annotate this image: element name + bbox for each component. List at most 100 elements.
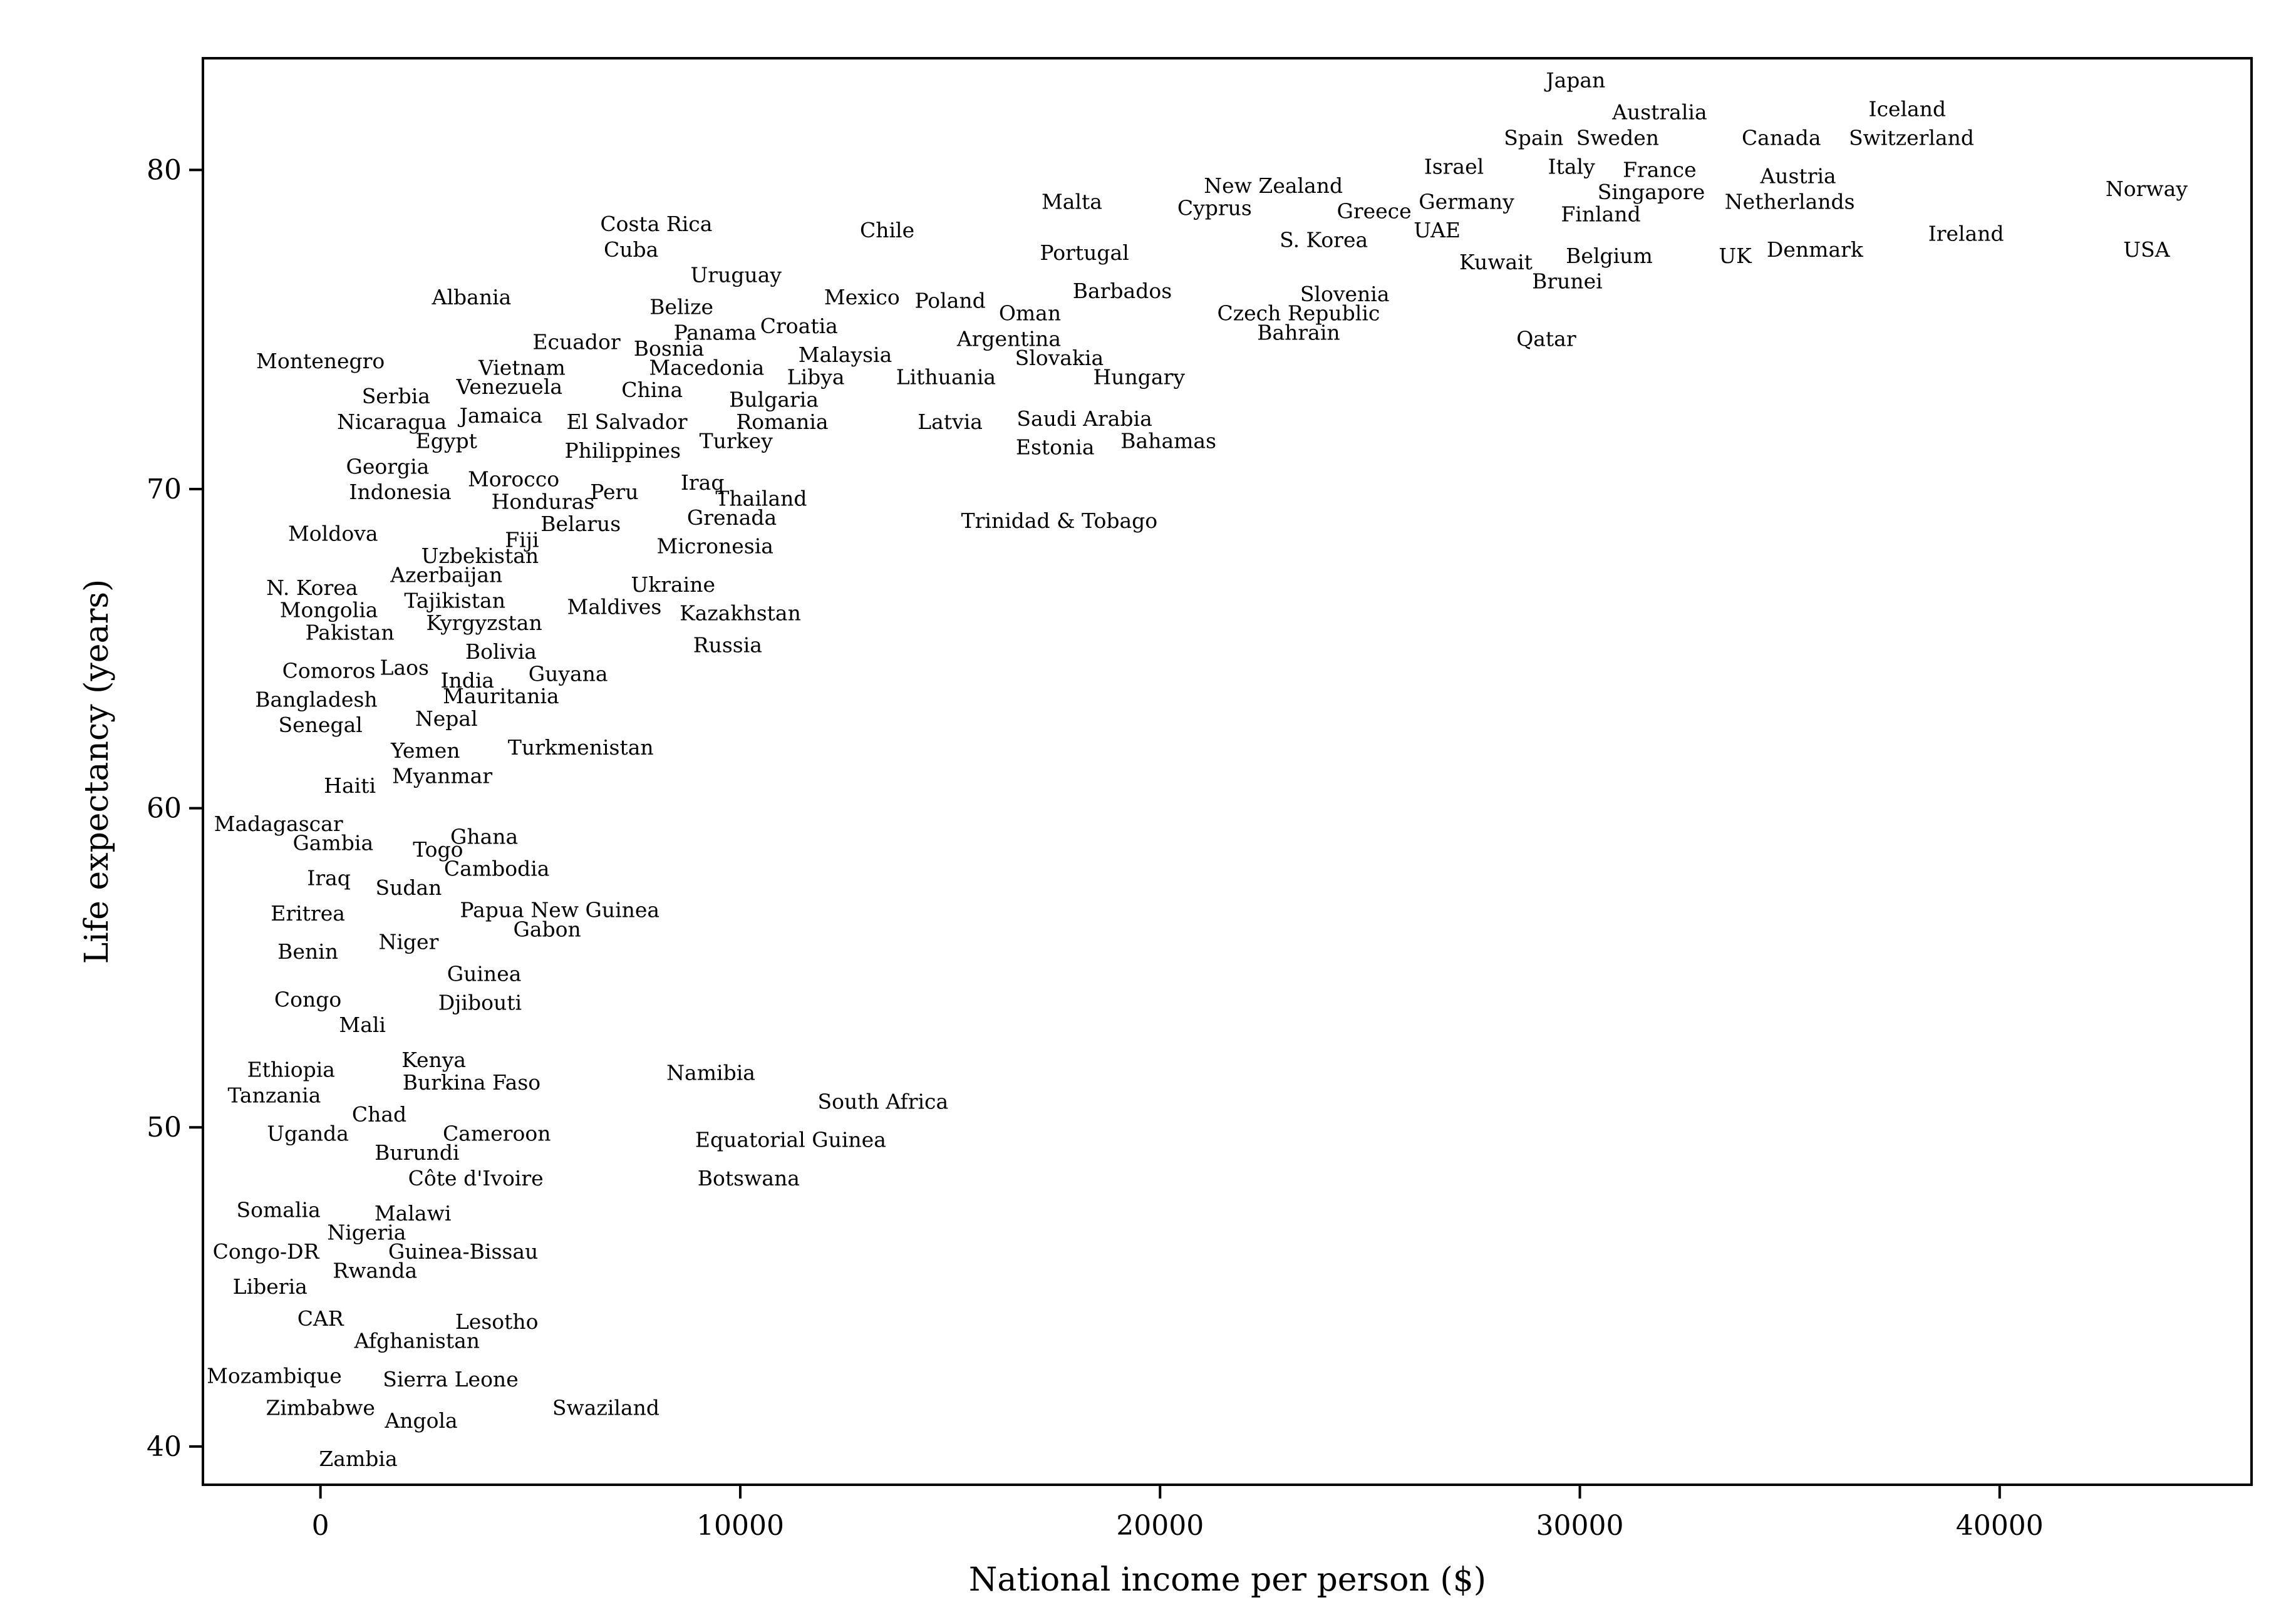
country-label: Canada xyxy=(1742,125,1821,150)
country-label: Ghana xyxy=(450,824,518,849)
country-label: Jamaica xyxy=(458,403,543,428)
x-tick-label: 40000 xyxy=(1956,1510,2044,1542)
country-label: Congo-DR xyxy=(213,1239,320,1264)
country-label: Hungary xyxy=(1093,365,1185,390)
country-label: Namibia xyxy=(666,1061,755,1085)
country-label: Tajikistan xyxy=(404,588,505,612)
country-label: S. Korea xyxy=(1280,227,1368,252)
country-label: Pakistan xyxy=(306,620,395,644)
country-label: Singapore xyxy=(1598,180,1705,204)
y-axis-title: Life expectancy (years) xyxy=(78,579,116,964)
country-label: Israel xyxy=(1424,154,1484,178)
country-label: Saudi Arabia xyxy=(1016,406,1152,431)
country-label: Norway xyxy=(2106,177,2188,201)
country-label: Togo xyxy=(413,837,463,862)
country-label: Malta xyxy=(1042,189,1102,214)
country-label: Zambia xyxy=(319,1447,397,1471)
country-label: Equatorial Guinea xyxy=(695,1128,886,1152)
country-label: Estonia xyxy=(1016,435,1095,460)
country-label: Chad xyxy=(352,1102,406,1127)
y-tick-label: 50 xyxy=(147,1112,182,1143)
country-label: Portugal xyxy=(1040,240,1129,265)
country-label: Belize xyxy=(649,295,713,319)
country-label: Ecuador xyxy=(532,330,620,354)
country-label: Papua New Guinea xyxy=(460,898,659,922)
country-label: Netherlands xyxy=(1725,189,1855,214)
country-label: Nigeria xyxy=(327,1220,406,1244)
country-label: Cyprus xyxy=(1177,196,1252,220)
country-label: Cambodia xyxy=(444,856,550,880)
country-label: Nicaragua xyxy=(337,410,447,434)
country-label: Morocco xyxy=(468,467,559,492)
country-label: Micronesia xyxy=(657,534,773,559)
country-label: Malaysia xyxy=(799,343,892,367)
country-label: Liberia xyxy=(233,1274,308,1299)
country-label: Bulgaria xyxy=(729,387,819,411)
country-label: Italy xyxy=(1548,154,1596,178)
country-label: Thailand xyxy=(715,486,807,510)
x-tick-label: 30000 xyxy=(1536,1510,1624,1542)
country-label: Iceland xyxy=(1869,97,1947,121)
country-label: Austria xyxy=(1759,164,1836,188)
country-label: Maldives xyxy=(567,595,661,619)
country-label: Venezuela xyxy=(456,374,563,399)
country-label: Cuba xyxy=(604,237,658,262)
country-label: Belarus xyxy=(540,512,621,536)
country-label: Slovakia xyxy=(1015,346,1104,370)
country-label: Benin xyxy=(277,939,338,964)
country-label: Haiti xyxy=(324,773,376,798)
country-label: Zimbabwe xyxy=(266,1396,375,1420)
country-label: Iraq xyxy=(681,470,725,495)
country-label: Nepal xyxy=(415,706,478,731)
country-label: Grenada xyxy=(687,505,777,530)
country-label: Australia xyxy=(1611,100,1707,125)
country-label: Mozambique xyxy=(207,1364,342,1388)
country-label: Swaziland xyxy=(552,1396,659,1420)
country-label: Croatia xyxy=(760,314,838,338)
country-label: Sierra Leone xyxy=(383,1367,519,1391)
country-label: India xyxy=(440,668,494,693)
country-label: Congo xyxy=(274,987,341,1011)
country-label: Brunei xyxy=(1532,269,1603,294)
country-label: Cameroon xyxy=(443,1121,551,1145)
country-label: Turkmenistan xyxy=(508,735,654,760)
y-tick-label: 60 xyxy=(147,793,182,825)
country-label: Honduras xyxy=(492,489,595,513)
country-label: Niger xyxy=(379,930,439,954)
country-label: Côte d'Ivoire xyxy=(408,1166,544,1190)
country-label: Poland xyxy=(914,288,985,312)
x-tick-label: 10000 xyxy=(696,1510,784,1542)
country-label: Greece xyxy=(1337,199,1411,224)
country-label: Belgium xyxy=(1566,244,1653,268)
country-label: South Africa xyxy=(818,1089,949,1113)
country-label: Romania xyxy=(736,410,828,434)
country-label: USA xyxy=(2123,237,2170,262)
country-label: Mexico xyxy=(824,285,900,309)
country-label: Albania xyxy=(432,285,512,309)
country-label: Yemen xyxy=(390,738,460,763)
country-label: Malawi xyxy=(375,1201,452,1226)
country-label: UK xyxy=(1719,244,1752,268)
country-label: Georgia xyxy=(346,454,429,478)
country-label: Egypt xyxy=(416,429,477,453)
country-label: Madagascar xyxy=(214,812,343,836)
country-label: Mongolia xyxy=(280,598,378,622)
country-label: Senegal xyxy=(279,713,363,737)
country-label: Lithuania xyxy=(896,365,996,390)
country-label: Laos xyxy=(380,655,429,679)
country-label: Qatar xyxy=(1516,326,1576,351)
country-label: Czech Republic xyxy=(1218,301,1380,326)
country-label: Argentina xyxy=(956,326,1061,351)
country-label: Bangladesh xyxy=(255,687,377,711)
plot-frame xyxy=(202,57,2253,1486)
country-label: Russia xyxy=(693,633,762,658)
country-label: Philippines xyxy=(564,438,681,463)
country-label: Sudan xyxy=(375,875,442,900)
country-label: Switzerland xyxy=(1849,125,1974,150)
y-tick-label: 80 xyxy=(147,154,182,186)
country-label: Azerbaijan xyxy=(390,563,502,587)
country-label: Ireland xyxy=(1928,221,2004,245)
y-axis: 40 50 60 70 80 xyxy=(147,154,203,1463)
